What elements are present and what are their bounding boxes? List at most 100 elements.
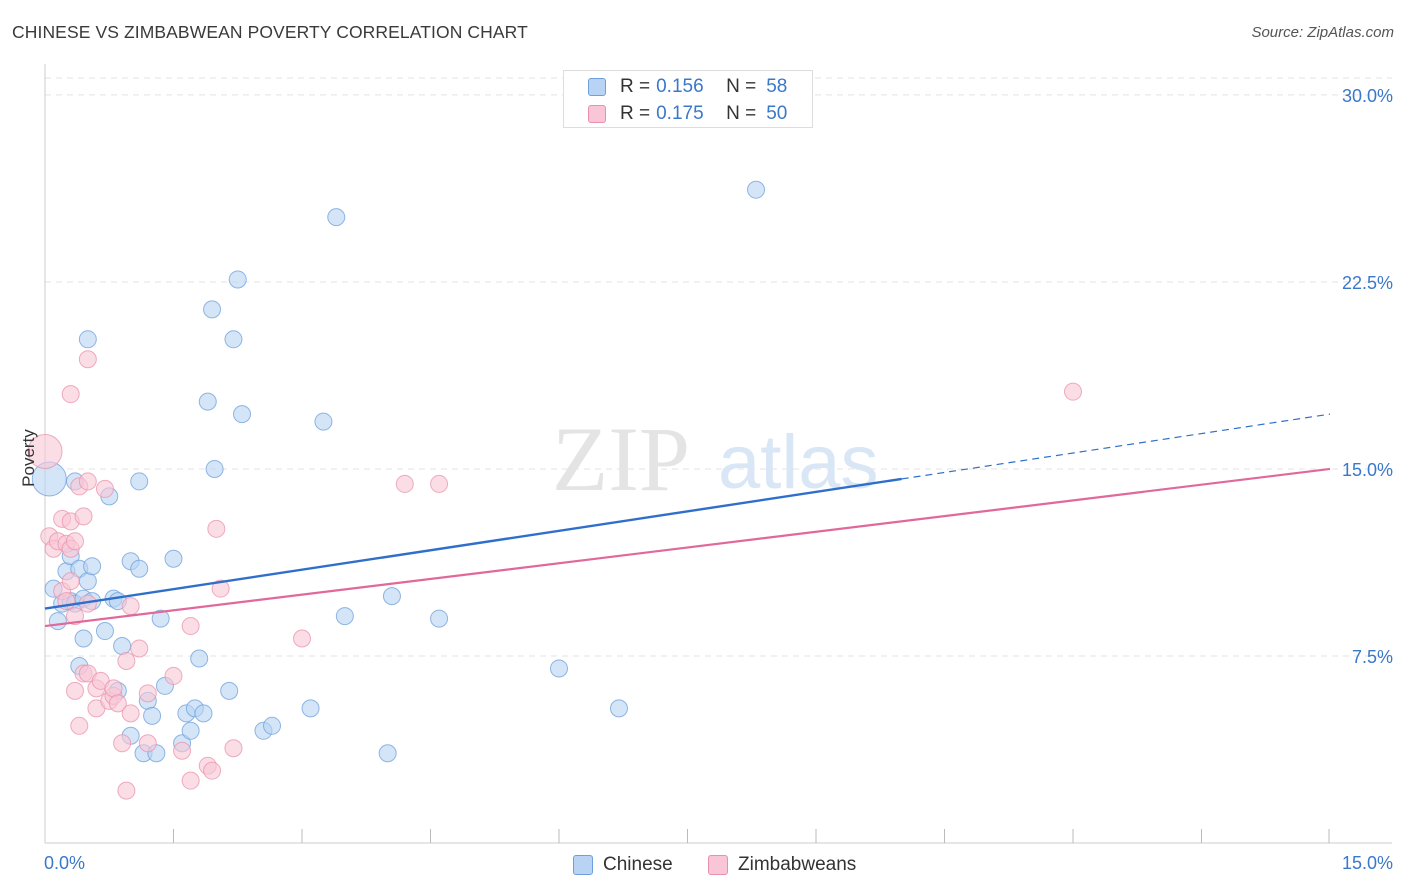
- chinese-point: [74, 629, 93, 648]
- zimbabwean-point: [395, 474, 414, 493]
- chinese-point: [609, 699, 628, 718]
- chinese-point: [164, 549, 183, 568]
- zimbabwean-point: [74, 507, 93, 526]
- x-tick-label: 15.0%: [1342, 853, 1393, 873]
- y-tick-label: 7.5%: [1352, 647, 1393, 667]
- chinese-point: [83, 557, 102, 576]
- zimbabwean-point: [293, 629, 311, 648]
- chinese-point: [130, 472, 149, 491]
- zimbabwean-point: [65, 681, 84, 700]
- legend-n-label: N =: [726, 76, 757, 97]
- legend-r-value-chinese: 0.156: [656, 76, 704, 97]
- chinese-point: [430, 609, 449, 628]
- source-label: Source: ZipAtlas.com: [1251, 24, 1394, 41]
- legend-r-value-zimbabwean: 0.175: [656, 103, 704, 124]
- zimbabwean-point: [95, 479, 114, 498]
- chinese-point: [233, 405, 252, 424]
- chinese-point: [113, 637, 132, 656]
- chinese-point: [194, 704, 213, 723]
- zimbabwean-point: [211, 579, 230, 598]
- zimbabwean-point: [224, 739, 243, 758]
- legend-n-value-chinese: 58: [766, 76, 788, 97]
- zimbabwean-point: [117, 781, 136, 800]
- chinese-point: [143, 706, 162, 725]
- y-tick-label: 30.0%: [1342, 86, 1393, 106]
- chinese-trend-extension: [901, 413, 1331, 480]
- zimbabwean-point: [207, 519, 226, 538]
- zimbabwean-point: [121, 704, 140, 723]
- chinese-point: [220, 681, 239, 700]
- legend-r-label: R =: [620, 76, 651, 97]
- chinese-point: [151, 609, 170, 628]
- zimbabwean-point: [117, 651, 136, 670]
- legend-n-value-zimbabwean: 50: [766, 103, 788, 124]
- zimbabwean-point: [1064, 382, 1082, 401]
- chart-title: CHINESE VS ZIMBABWEAN POVERTY CORRELATIO…: [12, 22, 528, 42]
- chinese-point: [48, 612, 67, 631]
- chinese-point: [378, 744, 397, 763]
- chinese-point: [181, 721, 200, 740]
- chinese-point: [263, 716, 282, 735]
- legend-swatch-zimbabwean: [588, 105, 606, 123]
- chinese-point: [228, 270, 247, 289]
- zimbabwean-point: [164, 666, 183, 685]
- zimbabwean-trend-line: [44, 467, 1331, 628]
- y-axis-label: Poverty: [19, 429, 38, 487]
- chinese-point: [550, 659, 568, 678]
- zimbabwean-point: [27, 434, 63, 470]
- zimbabwean-point: [130, 639, 149, 658]
- legend-row-zimbabwean: R = 0.175 N = 50: [588, 102, 787, 126]
- chinese-point: [335, 607, 354, 626]
- zimbabwean-point: [78, 472, 97, 491]
- zimbabwean-point: [181, 617, 200, 636]
- zimbabwean-point: [113, 734, 132, 753]
- zimbabwean-point: [78, 350, 97, 369]
- correlation-legend: R = 0.156 N = 58 R = 0.175 N = 50: [563, 70, 813, 128]
- chinese-point: [78, 572, 97, 591]
- chinese-point: [314, 412, 333, 431]
- trend-lines: [44, 413, 1331, 628]
- legend-r-label: R =: [620, 103, 651, 124]
- zimbabwean-point: [108, 694, 127, 713]
- zimbabwean-point: [65, 532, 84, 551]
- bottom-legend-label-chinese: Chinese: [603, 854, 673, 875]
- zimbabwean-point: [138, 684, 157, 703]
- bottom-legend-label-zimbabwean: Zimbabweans: [738, 854, 857, 875]
- chinese-point: [95, 622, 114, 641]
- chinese-point: [382, 587, 401, 606]
- chinese-point: [78, 330, 97, 349]
- zimbabwean-point: [181, 771, 200, 790]
- zimbabwean-point: [61, 572, 80, 591]
- chinese-point: [203, 300, 222, 319]
- legend-swatch-chinese: [588, 78, 606, 96]
- tick-labels: 7.5% 15.0% 22.5% 30.0% 0.0% 15.0%: [44, 86, 1393, 873]
- x-tick-label: 0.0%: [44, 853, 85, 873]
- zimbabwean-point: [430, 474, 449, 493]
- chinese-point: [224, 330, 243, 349]
- chinese-point: [205, 459, 224, 478]
- bottom-legend-zimbabwean: Zimbabweans: [708, 852, 856, 878]
- y-tick-label: 22.5%: [1342, 273, 1393, 293]
- zimbabwean-points: [27, 350, 1082, 800]
- zimbabwean-point: [61, 385, 80, 404]
- chinese-point: [747, 180, 766, 199]
- zimbabwean-point: [70, 716, 89, 735]
- zimbabwean-point: [104, 679, 123, 698]
- zimbabwean-point: [121, 597, 140, 616]
- chinese-point: [327, 208, 346, 227]
- chinese-point: [301, 699, 320, 718]
- chinese-point: [190, 649, 209, 668]
- zimbabwean-point: [173, 741, 192, 760]
- zimbabwean-point: [138, 734, 157, 753]
- bottom-swatch-chinese: [573, 855, 593, 875]
- bottom-swatch-zimbabwean: [708, 855, 728, 875]
- watermark: ZIP atlas: [552, 408, 879, 510]
- legend-row-chinese: R = 0.156 N = 58: [588, 75, 787, 99]
- watermark-zip: ZIP: [552, 408, 690, 510]
- chinese-point: [198, 392, 217, 411]
- chinese-point: [130, 559, 149, 578]
- y-tick-label: 15.0%: [1342, 460, 1393, 480]
- legend-n-label: N =: [726, 103, 757, 124]
- bottom-legend-chinese: Chinese: [573, 852, 673, 878]
